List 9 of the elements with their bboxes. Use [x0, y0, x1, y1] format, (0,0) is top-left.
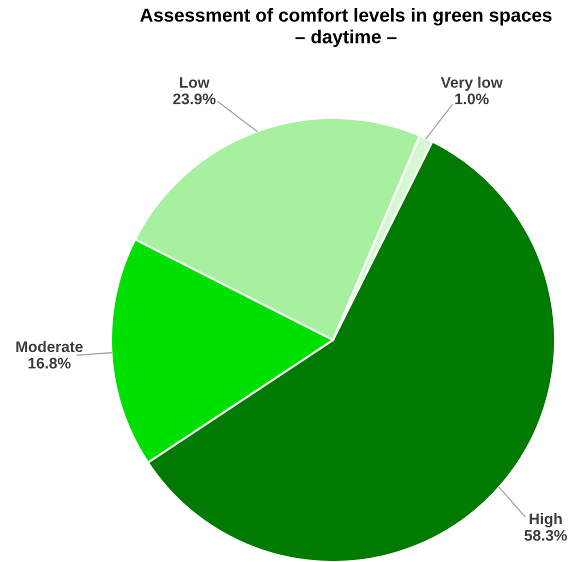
data-label: 23.9%: [173, 94, 216, 104]
slice-label: Low: [180, 77, 210, 88]
slice-label: Moderate: [16, 340, 83, 352]
data-label: 58.3%: [524, 530, 567, 541]
slice-label: High: [530, 513, 562, 528]
data-label: 16.8%: [28, 358, 71, 369]
slice-label: Very low: [440, 76, 503, 91]
data-label: 1.0%: [455, 94, 489, 104]
chart-title: Assessment of comfort levels in green spaces – daytime –: [140, 8, 552, 48]
